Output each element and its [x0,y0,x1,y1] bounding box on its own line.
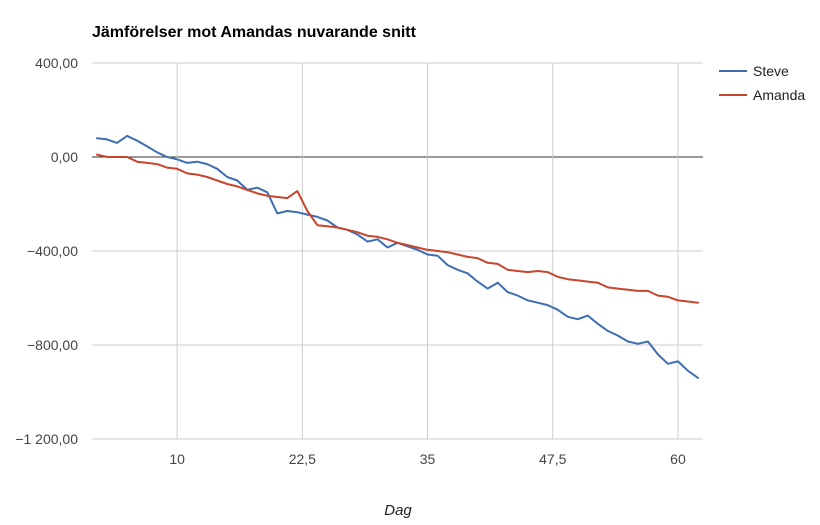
legend-item-steve: Steve [719,63,789,79]
y-tick-label: 0,00 [51,149,78,165]
chart-title: Jämförelser mot Amandas nuvarande snitt [92,24,417,41]
legend-item-amanda: Amanda [719,87,805,103]
series-lines [96,134,699,379]
gridlines [92,62,703,440]
x-tick-label: 47,5 [539,451,566,467]
y-tick-label: −1 200,00 [15,431,78,447]
y-tick-label: 400,00 [35,55,78,71]
x-axis-label: Dag [384,502,412,519]
x-tick-label: 35 [420,451,436,467]
y-tick-label: −800,00 [27,337,78,353]
series-line-steve [96,134,699,379]
legend: Steve Amanda [719,63,805,103]
y-tick-label: −400,00 [27,243,78,259]
legend-label: Steve [753,63,789,79]
x-tick-label: 22,5 [289,451,316,467]
axes: 400,00 0,00 −400,00 −800,00 −1 200,00 10 22,5 3… [15,55,686,467]
legend-label: Amanda [753,87,805,103]
series-line-amanda [96,153,699,304]
x-tick-label: 10 [169,451,185,467]
x-tick-label: 60 [670,451,686,467]
